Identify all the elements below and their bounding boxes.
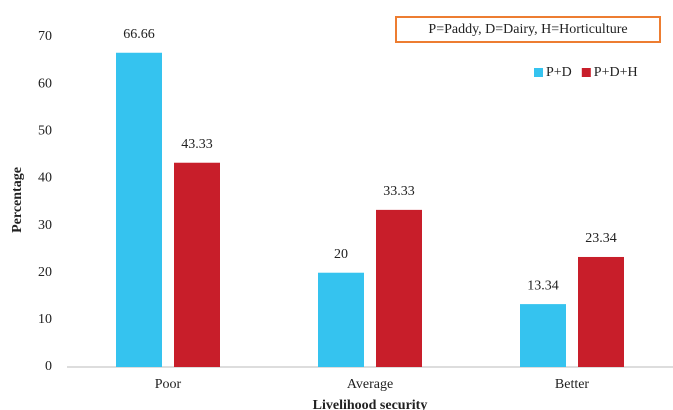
x-tick-label: Poor [155,377,182,392]
y-tick-label: 40 [38,171,52,186]
y-tick-label: 0 [45,359,52,374]
y-tick-label: 30 [38,218,52,233]
y-axis-label: Percentage [10,167,25,233]
bar [578,256,624,367]
annotation: P=Paddy, D=Dairy, H=Horticulture [428,22,627,37]
y-tick-label: 10 [38,312,52,327]
bar [174,162,220,367]
data-label: 13.34 [527,278,559,293]
bar [520,304,566,367]
y-tick-label: 70 [38,29,52,44]
bar [376,209,422,367]
legend-label: P+D+H [594,65,638,80]
x-tick-label: Average [347,377,393,392]
data-label: 23.34 [585,231,617,246]
y-tick-label: 20 [38,265,52,280]
legend-swatch [534,68,543,77]
data-label: 43.33 [181,137,213,152]
legend-label: P+D [546,65,572,80]
data-label: 66.66 [123,27,155,42]
annotation-box [395,16,661,43]
x-tick-label: Better [555,377,590,392]
x-axis-label: Livelihood security [313,398,428,410]
data-label: 33.33 [383,184,415,199]
bar [116,52,162,367]
data-label: 20 [334,247,348,262]
y-tick-label: 50 [38,124,52,139]
legend-swatch [581,68,591,77]
y-tick-label: 60 [38,76,52,91]
bar [318,272,364,367]
